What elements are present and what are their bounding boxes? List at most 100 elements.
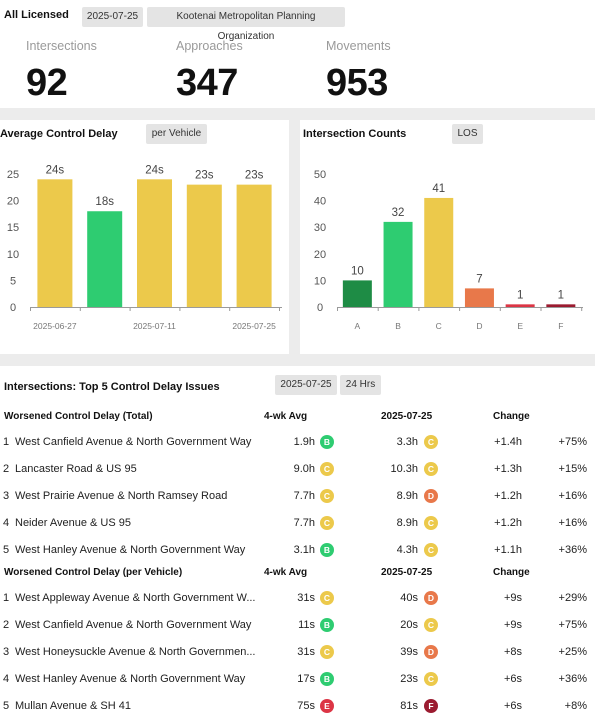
row-rank: 2: [3, 463, 10, 475]
bar-value-label: 1: [517, 289, 523, 301]
avg-value: 1.9h: [293, 436, 315, 448]
chart-bar[interactable]: [546, 304, 576, 307]
chart-bar[interactable]: [236, 184, 272, 307]
organization-chip[interactable]: Kootenai Metropolitan Planning Organizat…: [147, 7, 345, 42]
intersection-name[interactable]: West Hanley Avenue & North Government Wa…: [15, 544, 246, 556]
x-tick-label: D: [476, 321, 482, 331]
change-percent: +36%: [558, 673, 587, 685]
change-value: +1.2h: [494, 490, 522, 502]
change-value: +9s: [503, 619, 522, 631]
y-tick-label: 10: [314, 275, 326, 287]
row-rank: 4: [3, 673, 10, 685]
change-percent: +25%: [558, 646, 587, 658]
bar-value-label: 23s: [245, 170, 264, 182]
intersection-name[interactable]: West Prairie Avenue & North Ramsey Road: [15, 490, 228, 502]
table-row[interactable]: 3 West Honeysuckle Avenue & North Governm…: [0, 639, 595, 666]
change-percent: +16%: [558, 517, 587, 529]
avg-value: 7.7h: [293, 490, 315, 502]
chart-bar[interactable]: [37, 179, 73, 307]
stat-label-approaches: Approaches: [176, 39, 243, 53]
chart-bar[interactable]: [505, 304, 535, 307]
table-title: Intersections: Top 5 Control Delay Issue…: [4, 381, 220, 393]
chart-bar[interactable]: [383, 221, 413, 307]
row-rank: 5: [3, 700, 10, 712]
row-rank: 3: [3, 646, 10, 658]
table-row[interactable]: 2 Lancaster Road & US 95 9.0h C 10.3h C +1.3h +…: [0, 456, 595, 483]
intersection-name[interactable]: West Canfield Avenue & North Government …: [15, 619, 252, 631]
intersection-name[interactable]: West Appleway Avenue & North Government …: [15, 592, 256, 604]
bar-value-label: 1: [558, 289, 564, 301]
table-row[interactable]: 1 West Appleway Avenue & North Government…: [0, 585, 595, 612]
table-row[interactable]: 1 West Canfield Avenue & North Government…: [0, 429, 595, 456]
stat-label-intersections: Intersections: [26, 39, 97, 53]
x-tick-label: B: [395, 321, 401, 331]
date-chip[interactable]: 2025-07-25: [82, 7, 143, 27]
row-rank: 3: [3, 490, 10, 502]
y-tick-label: 5: [10, 275, 16, 287]
current-los-badge: C: [424, 672, 438, 686]
chart-bar[interactable]: [424, 197, 454, 307]
avg-los-badge: E: [320, 699, 334, 713]
chart-bar[interactable]: [464, 288, 494, 307]
intersection-name[interactable]: West Hanley Avenue & North Government Wa…: [15, 673, 246, 685]
avg-los-badge: B: [320, 435, 334, 449]
chart-bar[interactable]: [87, 211, 123, 307]
row-rank: 1: [3, 436, 10, 448]
current-value: 3.3h: [396, 436, 418, 448]
summary-stats: Intersections 92 Approaches 347 Movement…: [0, 30, 595, 108]
avg-value: 11s: [298, 619, 315, 631]
chart-bar[interactable]: [342, 280, 372, 307]
intersection-name[interactable]: West Honeysuckle Avenue & North Governme…: [15, 646, 256, 658]
column-header-date: 2025-07-25: [381, 411, 433, 422]
row-rank: 2: [3, 619, 10, 631]
stat-value-intersections: 92: [26, 62, 68, 104]
change-value: +1.4h: [494, 436, 522, 448]
table-date-chip[interactable]: 2025-07-25: [275, 375, 337, 395]
table-row[interactable]: 5 West Hanley Avenue & North Government W…: [0, 537, 595, 564]
table-range-chip[interactable]: 24 Hrs: [340, 375, 381, 395]
intersection-name[interactable]: West Canfield Avenue & North Government …: [15, 436, 252, 448]
change-value: +6s: [503, 700, 522, 712]
table-row[interactable]: 5 Mullan Avenue & SH 41 75s E 81s F +6s +8%: [0, 693, 595, 720]
change-percent: +29%: [558, 592, 587, 604]
current-value: 8.9h: [396, 517, 418, 529]
chart-bar[interactable]: [186, 184, 222, 307]
current-value: 20s: [400, 619, 418, 631]
section-title: Worsened Control Delay (per Vehicle): [4, 567, 183, 578]
intersection-name[interactable]: Mullan Avenue & SH 41: [15, 700, 131, 712]
change-value: +1.3h: [494, 463, 522, 475]
intersection-name[interactable]: Neider Avenue & US 95: [15, 517, 131, 529]
chart-bar[interactable]: [137, 179, 172, 307]
row-rank: 4: [3, 517, 10, 529]
current-los-badge: C: [424, 516, 438, 530]
table-row[interactable]: 2 West Canfield Avenue & North Government…: [0, 612, 595, 639]
table-row[interactable]: 4 West Hanley Avenue & North Government W…: [0, 666, 595, 693]
y-tick-label: 50: [314, 169, 326, 181]
los-chip[interactable]: LOS: [452, 124, 483, 144]
y-tick-label: 30: [314, 222, 326, 234]
avg-value: 3.1h: [293, 544, 315, 556]
delay-bar-chart: 0 5 10 15 20 25 24s 18s 24s 23s 23s 2025-06-27 2025-…: [7, 164, 282, 331]
table-row[interactable]: 3 West Prairie Avenue & North Ramsey Road…: [0, 483, 595, 510]
section-header: Worsened Control Delay (per Vehicle) 4-wk…: [0, 567, 595, 585]
current-los-badge: D: [424, 591, 438, 605]
table-row[interactable]: 4 Neider Avenue & US 95 7.7h C 8.9h C +1.2h +16…: [0, 510, 595, 537]
intersection-name[interactable]: Lancaster Road & US 95: [15, 463, 137, 475]
change-value: +6s: [503, 673, 522, 685]
current-value: 39s: [400, 646, 418, 658]
stat-value-approaches: 347: [176, 62, 238, 104]
avg-los-badge: B: [320, 618, 334, 632]
change-percent: +75%: [558, 619, 587, 631]
current-value: 40s: [400, 592, 418, 604]
charts-band: Average Control Delay per Vehicle 0 5 10 15…: [0, 108, 595, 366]
avg-value: 31s: [297, 646, 315, 658]
per-vehicle-chip[interactable]: per Vehicle: [146, 124, 207, 144]
current-los-badge: C: [424, 435, 438, 449]
current-los-badge: C: [424, 618, 438, 632]
bar-value-label: 41: [432, 183, 445, 195]
avg-value: 17s: [297, 673, 315, 685]
change-percent: +15%: [558, 463, 587, 475]
bar-value-label: 18s: [95, 196, 114, 208]
current-value: 8.9h: [396, 490, 418, 502]
bar-value-label: 24s: [46, 164, 65, 176]
